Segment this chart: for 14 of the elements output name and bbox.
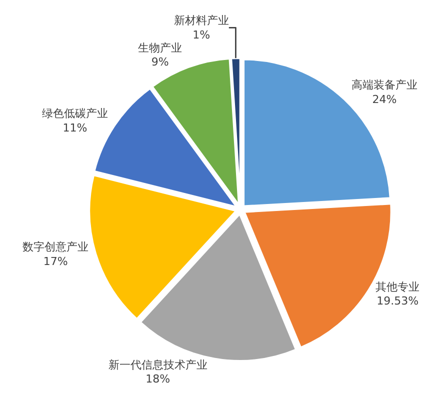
data-label: 1% (192, 28, 210, 42)
slice-label: 数字创意产业 (22, 240, 89, 254)
data-label: 11% (62, 121, 88, 134)
slice-label: 高端装备产业 (351, 78, 418, 92)
data-label: 9% (151, 56, 169, 69)
slice-label: 新材料产业 (174, 14, 229, 28)
data-label: 18% (146, 372, 170, 386)
slice-label: 绿色低碳产业 (42, 107, 108, 120)
data-label: 24% (372, 92, 397, 106)
slice-label: 生物产业 (138, 41, 182, 54)
data-label: 17% (43, 254, 68, 268)
data-label: 19.53% (376, 294, 419, 308)
slice-label: 其他专业 (376, 280, 420, 294)
slice-label: 新一代信息技术产业 (108, 358, 208, 372)
